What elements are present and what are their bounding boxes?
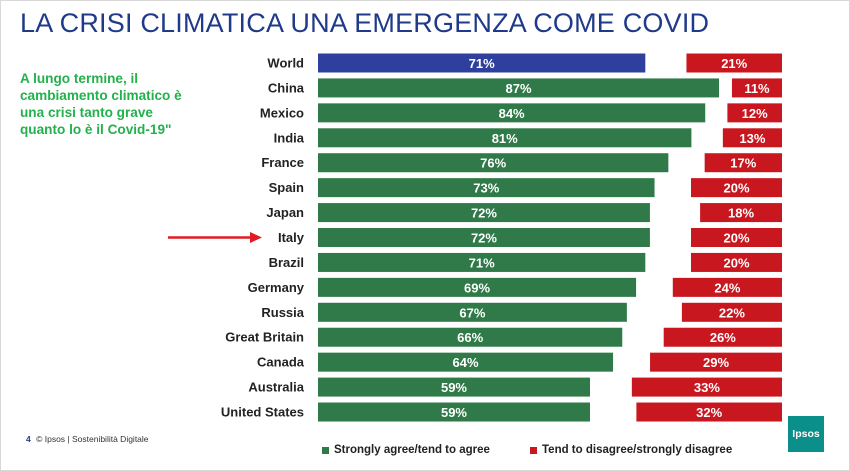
disagree-bar — [691, 228, 782, 248]
legend-label-agree: Strongly agree/tend to agree — [334, 444, 490, 456]
legend-swatch-disagree — [530, 446, 537, 454]
category-label: Germany — [248, 280, 305, 295]
disagree-bar — [681, 302, 782, 322]
category-label: Australia — [248, 380, 304, 395]
category-label: Mexico — [260, 105, 304, 120]
agree-bar — [318, 402, 590, 422]
disagree-value-label: 17% — [730, 156, 756, 171]
agree-value-label: 81% — [492, 131, 518, 146]
category-label: India — [274, 130, 305, 145]
agree-value-label: 84% — [499, 106, 525, 121]
ipsos-logo: Ipsos — [788, 416, 824, 452]
callout-line: A lungo termine, il — [20, 71, 139, 86]
legend-item-disagree: Tend to disagree/strongly disagree — [530, 444, 732, 456]
disagree-bar — [691, 252, 782, 272]
disagree-value-label: 26% — [710, 330, 736, 345]
agree-value-label: 59% — [441, 380, 467, 395]
disagree-value-label: 22% — [719, 305, 745, 320]
agree-value-label: 71% — [469, 255, 495, 270]
legend-item-agree: Strongly agree/tend to agree — [322, 444, 490, 456]
category-label: China — [268, 80, 305, 95]
disagree-bar — [631, 377, 782, 397]
disagree-value-label: 20% — [723, 255, 749, 270]
category-label: Canada — [257, 355, 305, 370]
legend-swatch-agree — [322, 446, 329, 454]
agree-bar — [318, 103, 706, 123]
agree-bar — [318, 377, 590, 397]
disagree-value-label: 20% — [723, 231, 749, 246]
agree-bar — [318, 302, 627, 322]
callout-text: A lungo termine, il cambiamento climatic… — [20, 70, 220, 138]
disagree-bar — [672, 277, 782, 297]
agree-bar — [318, 178, 655, 198]
disagree-value-label: 33% — [694, 380, 720, 395]
disagree-bar — [700, 203, 782, 223]
disagree-bar — [722, 128, 782, 148]
page-number: 4 — [26, 434, 31, 444]
disagree-value-label: 29% — [703, 355, 729, 370]
disagree-value-label: 32% — [696, 405, 722, 420]
legend-label-disagree: Tend to disagree/strongly disagree — [542, 444, 733, 456]
category-label: Japan — [266, 205, 304, 220]
agree-value-label: 87% — [506, 81, 532, 96]
callout-line: cambiamento climatico è — [20, 88, 182, 103]
agree-bar — [318, 252, 646, 272]
agree-bar — [318, 153, 669, 173]
category-label: Italy — [278, 230, 305, 245]
category-label: United States — [221, 405, 304, 420]
disagree-value-label: 18% — [728, 206, 754, 221]
disagree-value-label: 12% — [742, 106, 768, 121]
agree-value-label: 64% — [453, 355, 479, 370]
agree-value-label: 59% — [441, 405, 467, 420]
callout-line: una crisi tanto grave — [20, 105, 153, 120]
category-label: France — [261, 155, 304, 170]
disagree-bar — [731, 78, 782, 98]
agree-bar — [318, 327, 623, 347]
agree-value-label: 72% — [471, 206, 497, 221]
disagree-value-label: 24% — [714, 280, 740, 295]
agree-bar — [318, 352, 614, 372]
disagree-value-label: 11% — [744, 81, 770, 96]
agree-bar — [318, 78, 720, 98]
category-label: World — [267, 56, 304, 71]
agree-value-label: 67% — [459, 305, 485, 320]
callout-line: quanto lo è il Covid-19" — [20, 122, 172, 137]
page-title: LA CRISI CLIMATICA UNA EMERGENZA COME CO… — [20, 8, 710, 38]
agree-bar — [318, 228, 650, 248]
disagree-value-label: 13% — [739, 131, 765, 146]
arrow-head-icon — [250, 232, 262, 244]
disagree-value-label: 20% — [723, 181, 749, 196]
footer-text: © Ipsos | Sostenibilità Digitale — [36, 434, 149, 444]
disagree-bar — [650, 352, 782, 372]
category-label: Brazil — [269, 255, 304, 270]
disagree-bar — [727, 103, 782, 123]
agree-value-label: 73% — [473, 181, 499, 196]
agree-value-label: 71% — [469, 56, 495, 71]
footer: 4 © Ipsos | Sostenibilità Digitale — [26, 434, 149, 444]
agree-value-label: 76% — [480, 156, 506, 171]
agree-value-label: 69% — [464, 280, 490, 295]
agree-bar — [318, 53, 646, 73]
disagree-bar — [663, 327, 782, 347]
disagree-bar — [686, 53, 782, 73]
agree-bar — [318, 128, 692, 148]
category-label: Great Britain — [225, 330, 304, 345]
agree-bar — [318, 277, 637, 297]
category-label: Russia — [261, 305, 304, 320]
agree-value-label: 72% — [471, 231, 497, 246]
disagree-bar — [704, 153, 782, 173]
disagree-value-label: 21% — [721, 56, 747, 71]
agree-value-label: 66% — [457, 330, 483, 345]
agree-bar — [318, 203, 650, 223]
disagree-bar — [691, 178, 782, 198]
category-label: Spain — [269, 180, 304, 195]
disagree-bar — [636, 402, 782, 422]
